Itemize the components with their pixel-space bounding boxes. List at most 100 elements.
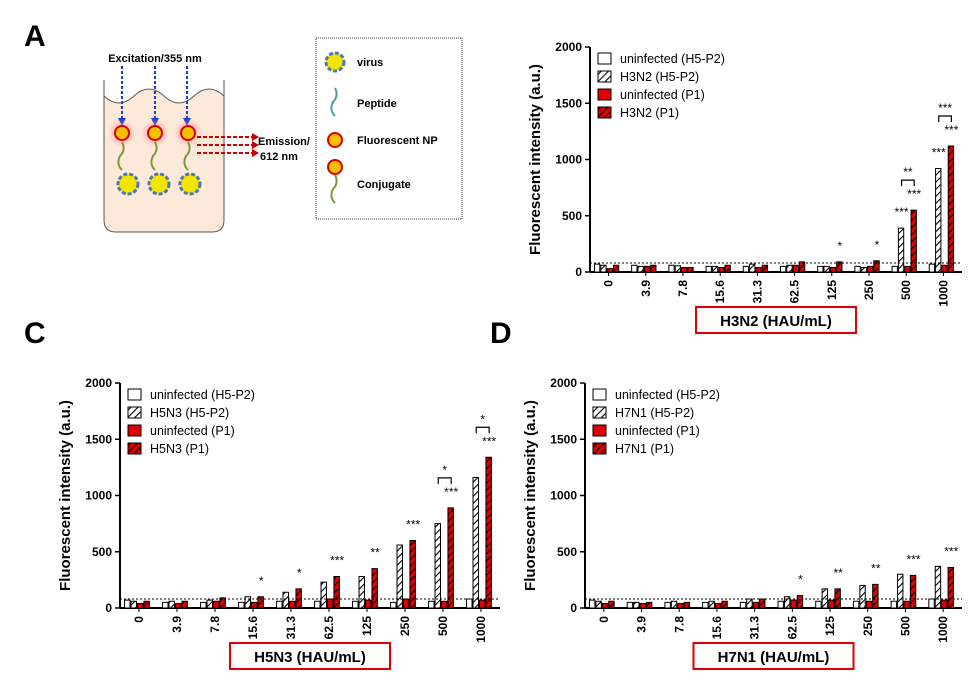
diagram-legend-item: Peptide — [357, 98, 397, 110]
bar — [396, 544, 403, 609]
y-tick-label: 1000 — [550, 489, 577, 503]
significance-mark: *** — [482, 434, 496, 448]
x-tick-label: 125 — [360, 616, 374, 636]
bar — [626, 601, 634, 609]
bar — [823, 265, 830, 273]
x-tick-label: 15.6 — [710, 616, 724, 640]
bar — [683, 601, 691, 609]
bar — [600, 264, 607, 273]
legend-label: H5N3 (H5-P2) — [150, 406, 229, 420]
legend-label: uninfected (P1) — [620, 88, 705, 102]
bar — [708, 600, 715, 609]
bar — [854, 265, 861, 273]
significance-bracket — [900, 179, 915, 187]
significance-mark: * — [798, 573, 803, 587]
bar — [472, 477, 479, 609]
x-tick-label: 15.6 — [246, 616, 260, 640]
x-axis-title: H5N3 (HAU/mL) — [254, 649, 366, 666]
bar — [136, 603, 144, 609]
bar — [276, 600, 283, 609]
bar — [904, 265, 911, 273]
bar — [935, 168, 942, 273]
bar — [777, 600, 784, 609]
x-axis-title-box — [695, 306, 857, 334]
x-tick-label: 62.5 — [785, 616, 799, 640]
diagram-legend-item: Fluorescent NP — [357, 135, 438, 147]
bar — [941, 264, 948, 273]
legend-label: uninfected (H5-P2) — [150, 388, 255, 402]
bar — [865, 600, 873, 609]
bar — [390, 601, 397, 609]
bar — [333, 576, 340, 609]
bar — [664, 601, 671, 609]
x-tick-label: 125 — [825, 280, 839, 300]
x-tick-label: 0 — [602, 280, 616, 287]
bar — [852, 600, 860, 609]
bar — [947, 145, 955, 273]
bar — [639, 603, 646, 609]
x-tick-label: 3.9 — [639, 280, 653, 297]
y-tick-label: 2000 — [550, 376, 577, 390]
bar — [130, 600, 137, 609]
x-tick-label: 0 — [597, 616, 611, 623]
x-tick-label: 3.9 — [170, 616, 184, 633]
x-tick-label: 31.3 — [748, 616, 762, 640]
bar — [796, 595, 804, 609]
bar — [162, 601, 169, 609]
bar — [749, 263, 756, 273]
legend-swatch — [597, 88, 612, 101]
legend-swatch — [597, 106, 612, 119]
bar — [633, 601, 640, 609]
bar — [593, 263, 601, 273]
bar — [779, 265, 787, 273]
bar — [834, 588, 841, 609]
bar — [934, 565, 942, 609]
panel-label: D — [490, 317, 512, 350]
legend-label: H3N2 (H5-P2) — [620, 70, 699, 84]
x-tick-label: 62.5 — [788, 280, 802, 304]
y-tick-label: 500 — [92, 545, 112, 559]
x-axis-title-box — [692, 642, 855, 670]
x-tick-label: 500 — [898, 616, 912, 636]
bar — [206, 599, 213, 609]
diagram-legend-item: Conjugate — [357, 179, 411, 191]
legend-label: H5N3 (P1) — [150, 442, 209, 456]
diagram-label: 612 nm — [260, 151, 298, 163]
bar — [711, 265, 719, 273]
bar — [867, 265, 874, 273]
bar — [724, 264, 731, 273]
y-tick-label: 1000 — [85, 489, 112, 503]
bar — [815, 600, 822, 609]
y-tick-label: 1500 — [550, 432, 577, 446]
bar — [786, 264, 793, 273]
significance-mark: *** — [932, 146, 946, 160]
bar — [434, 523, 441, 609]
x-tick-label: 125 — [823, 616, 837, 636]
bar — [212, 600, 220, 609]
y-tick-label: 500 — [562, 209, 582, 223]
bar — [783, 596, 791, 609]
significance-mark: * — [480, 412, 485, 426]
y-tick-label: 0 — [575, 265, 582, 279]
significance-mark: * — [259, 574, 264, 588]
bar — [320, 581, 327, 609]
significance-bracket — [437, 477, 452, 484]
diagram-label: Excitation/355 nm — [108, 53, 202, 65]
x-tick-label: 500 — [436, 616, 450, 636]
legend-label: H3N2 (P1) — [620, 106, 679, 120]
bar — [466, 598, 473, 609]
bar — [821, 588, 829, 609]
legend-swatch — [127, 442, 142, 455]
legend-label: uninfected (P1) — [150, 424, 235, 438]
bar — [643, 265, 651, 273]
bar — [650, 264, 657, 273]
bar — [440, 600, 448, 609]
x-tick-label: 31.3 — [750, 280, 764, 304]
x-tick-label: 1000 — [936, 280, 950, 307]
x-tick-label: 0 — [132, 616, 146, 623]
y-tick-label: 1500 — [555, 96, 582, 110]
bar — [326, 598, 334, 609]
legend-swatch — [592, 442, 607, 455]
legend-swatch — [592, 424, 607, 437]
